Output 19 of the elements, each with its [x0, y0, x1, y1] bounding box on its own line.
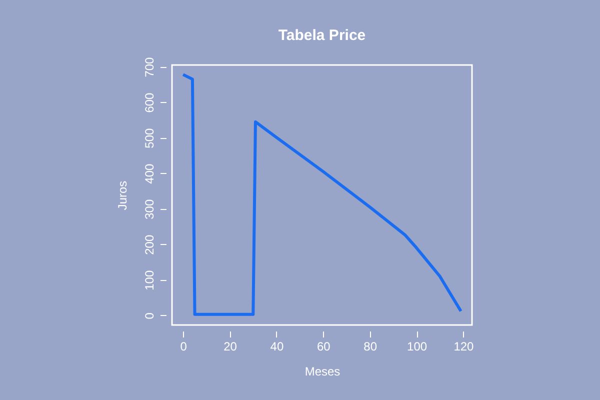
y-tick-label: 100 [142, 270, 156, 290]
y-tick-label: 200 [142, 234, 156, 255]
x-tick-label: 100 [407, 340, 428, 354]
line-series [182, 73, 462, 316]
y-tick-label: 600 [142, 92, 156, 113]
x-tick-label: 40 [270, 340, 284, 354]
x-tick-label: 60 [316, 340, 331, 354]
x-tick-label: 20 [224, 340, 238, 354]
chart-title: Tabela Price [278, 26, 366, 44]
y-axis-title: Juros [116, 180, 130, 210]
y-tick-label: 0 [142, 312, 156, 320]
x-tick-label: 80 [364, 340, 378, 354]
x-tick-label: 0 [180, 340, 188, 354]
x-tick-label: 120 [454, 340, 474, 354]
x-axis-title: Meses [304, 364, 340, 378]
y-tick-label: 500 [142, 128, 156, 148]
y-tick-label: 400 [142, 164, 156, 184]
y-tick-label: 300 [142, 199, 156, 220]
y-tick-label: 700 [142, 56, 156, 78]
